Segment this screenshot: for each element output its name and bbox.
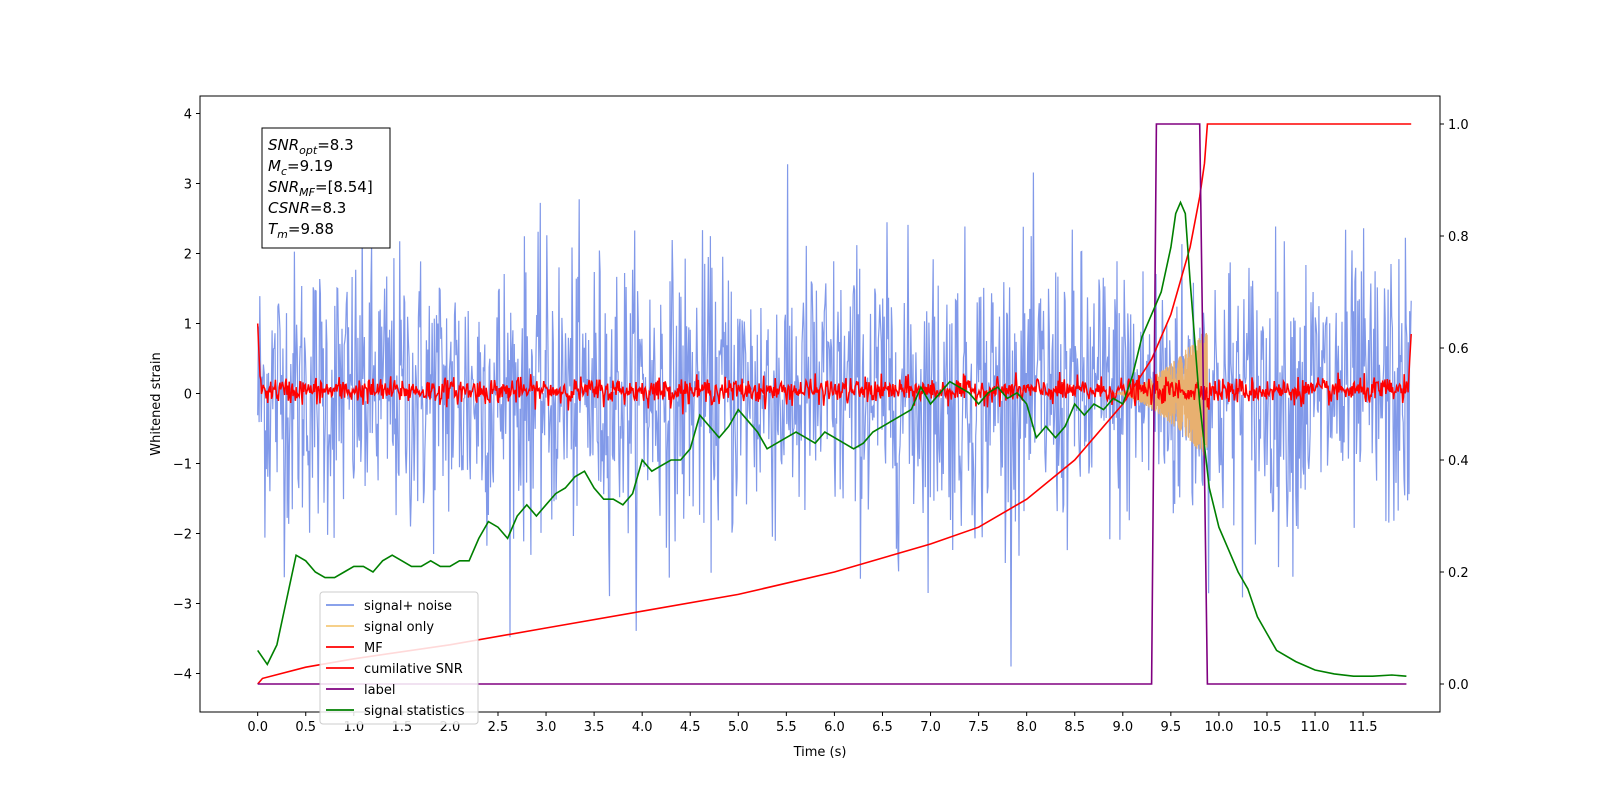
annotation-subscript: m xyxy=(277,228,288,241)
legend-label: signal statistics xyxy=(364,704,465,719)
annotation-symbol: T xyxy=(268,220,279,238)
annotation-value: =8.3 xyxy=(310,199,346,217)
x-tick-label: 10.5 xyxy=(1253,720,1282,735)
annotation-value: =8.3 xyxy=(317,136,353,154)
y-axis-label: Whitened strain xyxy=(149,352,164,455)
y2-tick-label: 0.8 xyxy=(1448,230,1469,245)
x-tick-label: 11.5 xyxy=(1349,720,1378,735)
legend-label: signal only xyxy=(364,620,434,635)
annotation-value: =9.88 xyxy=(288,220,334,238)
y-tick-label: 4 xyxy=(184,108,192,123)
y-tick-label: −2 xyxy=(173,528,192,543)
x-tick-label: 8.5 xyxy=(1064,720,1085,735)
x-tick-label: 3.0 xyxy=(536,720,557,735)
y-axis-right: 0.0 0.2 0.4 0.6 0.8 1.0 xyxy=(1440,118,1469,693)
annotation-symbol: M xyxy=(268,157,281,175)
x-tick-label: 8.0 xyxy=(1016,720,1037,735)
y-tick-label: 1 xyxy=(184,318,192,333)
x-tick-label: 3.5 xyxy=(584,720,605,735)
legend-label: label xyxy=(364,683,395,698)
annotation-box: SNRopt=8.3Mc=9.19SNRMF=[8.54]CSNR=8.3Tm=… xyxy=(261,127,391,249)
annotation-line: Mc=9.19 xyxy=(268,157,333,178)
legend-frame xyxy=(319,591,479,725)
x-tick-label: 10.0 xyxy=(1204,720,1233,735)
annotation-line: CSNR=8.3 xyxy=(268,199,346,217)
y2-tick-label: 0.0 xyxy=(1448,678,1469,693)
x-tick-label: 7.0 xyxy=(920,720,941,735)
y2-tick-label: 1.0 xyxy=(1448,118,1469,133)
y-tick-label: 2 xyxy=(184,248,192,263)
y-tick-label: −4 xyxy=(173,668,192,683)
y-axis-left: 4 3 2 1 0 −1 −2 −3 −4 xyxy=(173,108,200,683)
x-tick-label: 2.5 xyxy=(488,720,509,735)
x-tick-label: 0.0 xyxy=(247,720,268,735)
y-tick-label: 0 xyxy=(184,388,192,403)
y-tick-label: −3 xyxy=(173,598,192,613)
annotation-line: Tm=9.88 xyxy=(268,220,334,241)
x-tick-label: 6.0 xyxy=(824,720,845,735)
legend-label: signal+ noise xyxy=(364,599,452,614)
y2-tick-label: 0.6 xyxy=(1448,342,1469,357)
annotation-subscript: opt xyxy=(299,144,318,157)
series-label xyxy=(257,123,1407,685)
annotation-subscript: c xyxy=(281,165,287,178)
legend: signal+ noise signal only MF cumilative SNR… xyxy=(319,591,479,725)
annotation-line: SNRopt=8.3 xyxy=(268,136,354,157)
x-tick-label: 11.0 xyxy=(1301,720,1330,735)
x-tick-label: 5.5 xyxy=(776,720,797,735)
series-signal-noise xyxy=(257,164,1412,667)
x-tick-label: 9.5 xyxy=(1161,720,1182,735)
x-tick-label: 4.5 xyxy=(680,720,701,735)
annotation-symbol: SNR xyxy=(268,136,299,154)
series-mf xyxy=(256,323,1412,415)
y-tick-label: 3 xyxy=(184,178,192,193)
annotation-value: =[8.54] xyxy=(315,178,373,196)
series-signal-statistics xyxy=(257,200,1407,677)
legend-label: cumilative SNR xyxy=(364,662,463,677)
legend-label: MF xyxy=(364,641,383,656)
plot-border xyxy=(199,95,1441,713)
x-tick-label: 0.5 xyxy=(295,720,316,735)
y-tick-label: −1 xyxy=(173,458,192,473)
x-axis-label: Time (s) xyxy=(793,745,847,760)
x-tick-label: 5.0 xyxy=(728,720,749,735)
x-tick-label: 7.5 xyxy=(968,720,989,735)
x-tick-label: 4.0 xyxy=(632,720,653,735)
y2-tick-label: 0.2 xyxy=(1448,566,1469,581)
annotation-symbol: CSNR xyxy=(268,199,310,217)
annotation-subscript: MF xyxy=(299,186,315,199)
annotation-value: =9.19 xyxy=(287,157,333,175)
x-tick-label: 9.0 xyxy=(1112,720,1133,735)
x-tick-label: 6.5 xyxy=(872,720,893,735)
annotation-frame xyxy=(261,127,391,249)
y2-tick-label: 0.4 xyxy=(1448,454,1469,469)
annotation-line: SNRMF=[8.54] xyxy=(268,178,373,199)
annotation-symbol: SNR xyxy=(268,178,299,196)
